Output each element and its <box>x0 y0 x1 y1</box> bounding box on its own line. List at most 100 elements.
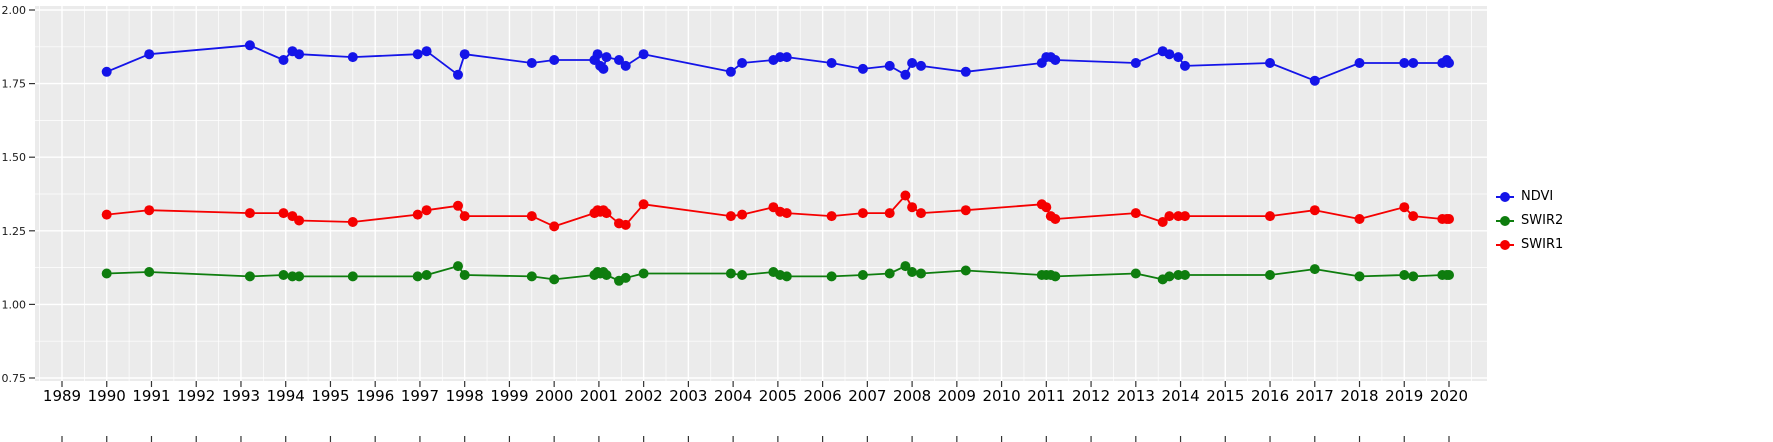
x-tick-label: 2004 <box>714 387 752 405</box>
x-tick-label: 2018 <box>1340 387 1378 405</box>
data-point-ndvi <box>421 46 432 57</box>
x-tick-label: 1997 <box>401 387 439 405</box>
data-point-ndvi <box>725 66 736 77</box>
data-point-swir2 <box>900 261 911 272</box>
data-point-ndvi <box>638 49 649 60</box>
data-point-ndvi <box>459 49 470 60</box>
data-point-swir2 <box>1164 271 1175 282</box>
y-tick-label: 1.00 <box>2 298 27 311</box>
data-point-swir2 <box>638 268 649 279</box>
data-point-swir2 <box>101 268 112 279</box>
data-point-swir1 <box>1157 217 1168 227</box>
x-tick-label: 1989 <box>43 387 81 405</box>
data-point-swir2 <box>1130 268 1141 279</box>
data-point-swir2 <box>725 268 736 279</box>
legend-item-swir1: SWIR1 <box>1496 236 1563 253</box>
data-point-ndvi <box>620 60 631 71</box>
data-point-swir1 <box>459 211 470 222</box>
data-point-swir2 <box>1180 270 1190 280</box>
data-point-swir2 <box>1354 271 1365 282</box>
data-point-swir1 <box>826 211 837 222</box>
x-tick-label: 1994 <box>267 387 305 405</box>
x-tick-label: 2007 <box>848 387 886 405</box>
data-point-swir1 <box>294 215 305 226</box>
x-tick-label: 1993 <box>222 387 260 405</box>
data-point-swir2 <box>737 270 748 280</box>
data-point-swir2 <box>347 271 358 282</box>
data-point-swir1 <box>244 208 255 219</box>
data-point-swir2 <box>601 270 612 280</box>
x-tick-label: 1995 <box>311 387 349 405</box>
data-point-ndvi <box>1408 58 1419 68</box>
data-point-ndvi <box>1265 58 1275 68</box>
data-point-swir1 <box>453 200 463 211</box>
data-point-swir2 <box>412 271 423 282</box>
x-tick-label: 2012 <box>1072 387 1110 405</box>
y-tick-label: 1.25 <box>2 225 27 238</box>
x-tick-label: 2002 <box>625 387 663 405</box>
data-point-ndvi <box>1354 58 1365 68</box>
x-tick-label: 2014 <box>1161 387 1199 405</box>
data-point-ndvi <box>916 60 926 71</box>
x-tick-label: 2015 <box>1206 387 1244 405</box>
data-point-swir2 <box>1408 271 1419 282</box>
data-point-swir1 <box>347 217 358 227</box>
x-tick-label: 2016 <box>1251 387 1289 405</box>
data-point-ndvi <box>294 49 305 60</box>
y-tick-label: 1.75 <box>2 78 27 91</box>
data-point-swir1 <box>620 219 631 230</box>
data-point-swir2 <box>1444 270 1454 280</box>
data-point-swir2 <box>453 261 463 272</box>
data-point-ndvi <box>278 55 289 65</box>
chart-legend: NDVI SWIR2 SWIR1 <box>1496 188 1563 253</box>
data-point-ndvi <box>347 52 358 63</box>
data-point-ndvi <box>900 69 911 80</box>
data-point-ndvi <box>592 49 603 60</box>
data-point-swir1 <box>278 208 289 219</box>
data-point-swir1 <box>1309 205 1320 216</box>
x-tick-label: 2003 <box>669 387 707 405</box>
y-tick-label: 1.50 <box>2 151 27 164</box>
data-point-swir2 <box>1050 271 1061 282</box>
x-tick-label: 2001 <box>580 387 618 405</box>
data-point-swir1 <box>421 205 432 216</box>
y-tick-label: 0.75 <box>2 372 27 385</box>
data-point-swir1 <box>1354 214 1365 224</box>
legend-label: SWIR2 <box>1521 213 1564 228</box>
data-point-ndvi <box>960 66 971 77</box>
data-point-ndvi <box>601 52 612 63</box>
plot-panel <box>35 6 1487 381</box>
data-point-swir2 <box>459 270 470 280</box>
data-point-swir2 <box>421 270 432 280</box>
data-point-swir1 <box>900 190 911 201</box>
x-tick-label: 2006 <box>804 387 842 405</box>
x-tick-label: 1992 <box>177 387 215 405</box>
data-point-ndvi <box>1444 58 1454 68</box>
x-tick-label: 2019 <box>1385 387 1423 405</box>
data-point-ndvi <box>1309 75 1320 86</box>
data-point-swir2 <box>857 270 868 280</box>
data-point-swir2 <box>826 271 837 282</box>
data-point-ndvi <box>826 58 837 68</box>
data-point-swir1 <box>884 208 895 219</box>
legend-key-icon <box>1496 190 1514 204</box>
data-point-ndvi <box>781 52 792 63</box>
data-point-ndvi <box>144 49 155 60</box>
data-point-ndvi <box>1164 49 1175 60</box>
data-point-swir1 <box>144 205 155 216</box>
legend-key-icon <box>1496 238 1514 252</box>
data-point-swir2 <box>884 268 895 279</box>
data-point-ndvi <box>857 63 868 74</box>
x-tick-label: 1999 <box>490 387 528 405</box>
data-point-swir1 <box>1130 208 1141 219</box>
data-point-swir1 <box>1408 211 1419 222</box>
legend-label: NDVI <box>1521 189 1554 204</box>
data-point-swir1 <box>1444 214 1454 224</box>
data-point-swir1 <box>1164 211 1175 222</box>
data-point-swir2 <box>907 267 918 277</box>
data-point-swir2 <box>916 268 926 279</box>
data-point-ndvi <box>412 49 423 60</box>
data-point-ndvi <box>101 66 112 77</box>
